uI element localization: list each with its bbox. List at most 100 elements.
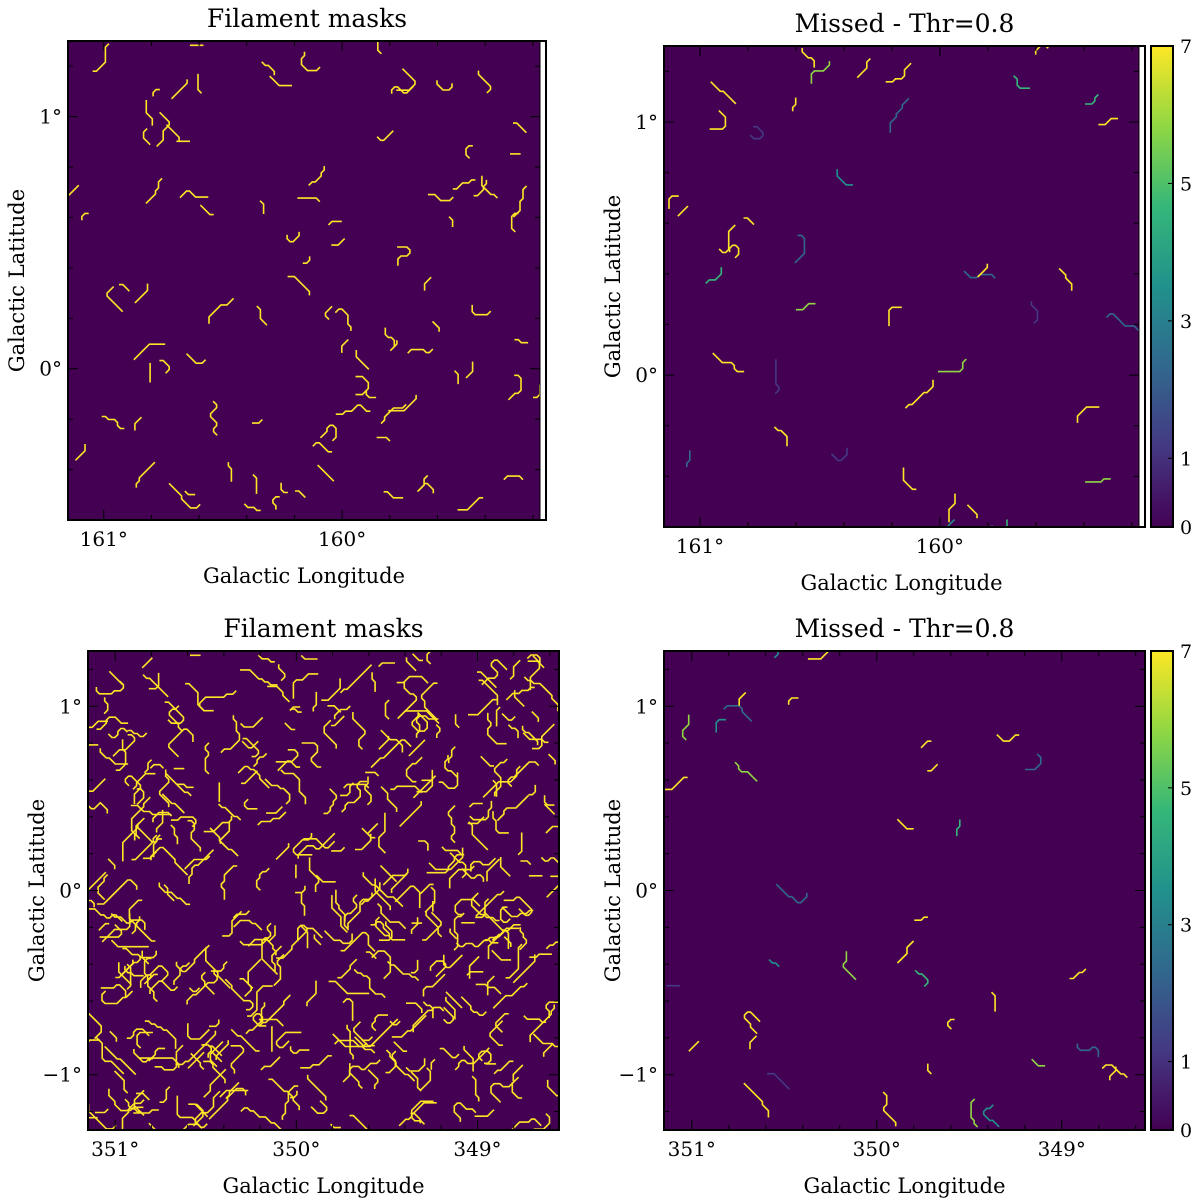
y-tick-label: −1° (619, 1063, 658, 1087)
filament-segment (466, 970, 484, 976)
filament-segment (176, 1095, 197, 1125)
filament-segment (948, 493, 956, 523)
filament-segment (896, 940, 915, 964)
filament-segment (88, 778, 106, 793)
filament-marks (68, 41, 540, 512)
filament-segment (425, 911, 443, 938)
filament-segment (323, 930, 353, 945)
filament-segment (159, 1086, 171, 1103)
filament-segment (512, 185, 528, 218)
filament-segment (131, 834, 158, 861)
colorbar-tick-label: 7 (1180, 641, 1192, 663)
filament-segment (937, 358, 967, 373)
filament-segment (856, 57, 871, 79)
y-axis-label: Galactic Latitude (25, 799, 49, 982)
filament-segment (142, 674, 169, 698)
filament-segment (493, 1060, 514, 1075)
filament-segment (418, 840, 429, 851)
filament-segment (528, 784, 537, 796)
filament-segment (275, 843, 290, 861)
panel-3: 351° 350° 349° 1° 0° −1° Filament masks Galacti… (25, 614, 560, 1198)
filament-segment (135, 916, 156, 942)
filament-segment (252, 418, 263, 424)
filament-segment (1085, 478, 1111, 483)
filament-segment (300, 893, 306, 916)
filament-segment (468, 802, 483, 808)
filament-segment (126, 1028, 150, 1039)
filament-segment (718, 224, 736, 254)
filament-segment (188, 849, 215, 885)
filament-segment (447, 746, 456, 764)
filament-segment (749, 1035, 758, 1050)
filament-segment (371, 950, 392, 980)
filament-segment (685, 450, 691, 468)
filament-segment (300, 51, 321, 72)
y-tick-label: 1° (635, 110, 658, 134)
filament-segment (480, 755, 495, 767)
x-axis-label: Galactic Longitude (223, 1174, 425, 1198)
filament-segment (134, 283, 149, 304)
filament-segment (297, 197, 321, 203)
filament-segment (424, 886, 436, 913)
filament-segment (768, 958, 780, 968)
filament-segment (337, 958, 358, 979)
filament-segment (990, 519, 1008, 527)
filament-segment (996, 733, 1020, 742)
filament-segment (422, 973, 446, 997)
y-tick-label: 0° (59, 879, 82, 903)
filament-segment (92, 43, 110, 72)
filament-segment (545, 825, 559, 834)
filament-segment (194, 1090, 221, 1129)
filament-segment (308, 857, 320, 893)
filament-segment (1069, 968, 1087, 980)
filament-segment (475, 898, 490, 919)
filament-segment (523, 1015, 547, 1024)
filament-segment (460, 996, 487, 1017)
filament-segment (292, 832, 313, 856)
filament-segment (422, 911, 442, 941)
filament-segment (185, 682, 214, 712)
filament-segment (430, 1058, 436, 1070)
filament-segment (122, 947, 157, 959)
filament-segment (1058, 267, 1073, 291)
filament-segment (343, 894, 358, 930)
filament-segment (286, 231, 300, 243)
filament-segment (203, 1068, 227, 1098)
filament-segment (439, 1047, 460, 1059)
filament-segment (476, 671, 497, 689)
filament-segment (749, 125, 764, 140)
filament-segment (232, 910, 251, 919)
filament-segment (385, 1049, 416, 1082)
filament-segment (807, 303, 825, 317)
filament-segment (252, 473, 258, 494)
filament-segment (354, 1018, 399, 1048)
filament-segment (389, 340, 398, 352)
filament-segment (154, 1044, 184, 1071)
filament-segment (277, 664, 286, 682)
filament-segment (444, 754, 459, 778)
filament-segment (415, 715, 439, 738)
panel-title: Missed - Thr=0.8 (795, 614, 1015, 643)
filament-segment (300, 925, 309, 949)
filament-segment (143, 759, 153, 774)
filament-segment (161, 793, 185, 814)
filament-segment (149, 763, 165, 769)
filament-segment (412, 1006, 445, 1033)
filament-segment (136, 1092, 150, 1101)
filament-segment (95, 680, 125, 695)
filament-segment (388, 394, 417, 412)
filament-segment (360, 1038, 375, 1047)
filament-segment (132, 772, 156, 790)
filament-segment (405, 1058, 426, 1072)
filament-segment (352, 711, 366, 750)
filament-segment (346, 1024, 354, 1060)
filament-segment (787, 697, 799, 705)
filament-segment (411, 711, 429, 732)
y-axis-label: Galactic Latitude (601, 799, 625, 982)
filament-segment (334, 308, 352, 331)
filament-segment (436, 80, 453, 91)
image-area (68, 41, 540, 520)
filament-segment (187, 1051, 205, 1069)
filament-segment (547, 753, 556, 765)
filament-segment (280, 482, 288, 494)
